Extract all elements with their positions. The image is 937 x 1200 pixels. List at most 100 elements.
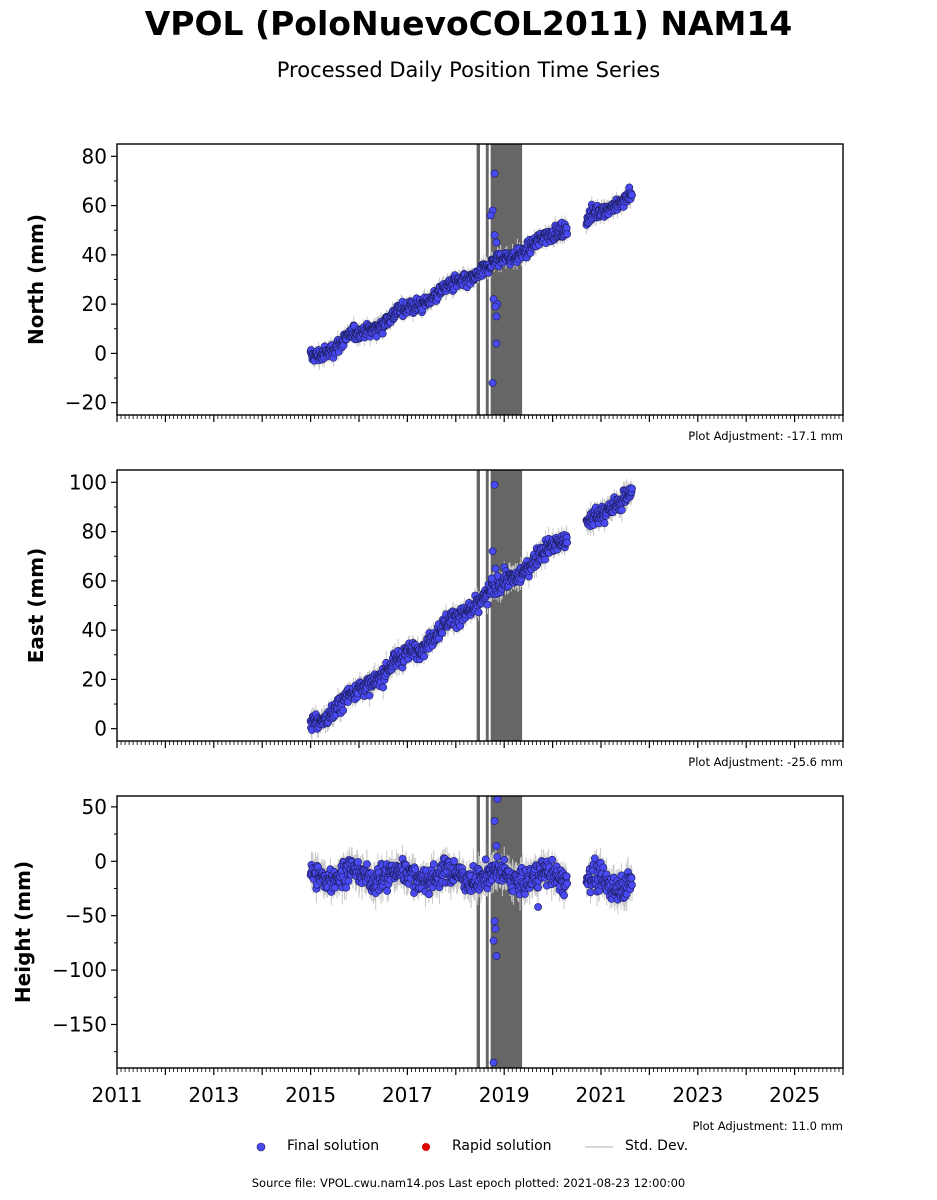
offset-band xyxy=(485,796,489,1068)
data-point xyxy=(342,883,351,892)
plot-adjustment-label: Plot Adjustment: 11.0 mm xyxy=(692,1119,843,1133)
offset-bands xyxy=(476,796,523,1068)
data-point xyxy=(563,879,572,888)
legend-final-label: Final solution xyxy=(287,1138,380,1154)
data-point xyxy=(379,683,388,692)
y-tick-label: −20 xyxy=(65,391,107,415)
std-dev-bars xyxy=(310,797,633,1065)
panel-1: −20 0 20 40 60 80 North (mm) Plot Adjustment: -… xyxy=(24,143,844,443)
data-point xyxy=(450,857,458,865)
y-tick-label: 40 xyxy=(82,243,107,267)
y-tick-label: 80 xyxy=(82,520,107,544)
y-tick-label: 20 xyxy=(82,292,107,316)
data-point xyxy=(378,329,387,338)
legend-std-label: Std. Dev. xyxy=(625,1138,689,1154)
y-tick-label: 0 xyxy=(94,341,107,365)
data-point xyxy=(474,608,483,617)
x-tick-label: 2013 xyxy=(188,1083,239,1107)
data-point xyxy=(590,854,599,863)
data-point xyxy=(488,547,497,556)
data-point xyxy=(363,860,371,869)
data-point xyxy=(534,883,542,892)
data-point xyxy=(486,211,495,220)
x-tick-label: 2015 xyxy=(285,1083,336,1107)
offset-band xyxy=(490,470,523,741)
data-point xyxy=(490,169,499,178)
data-point xyxy=(586,888,595,897)
data-point xyxy=(628,881,636,889)
legend-rapid-label: Rapid solution xyxy=(452,1138,552,1154)
data-point xyxy=(492,312,501,321)
legend-final-marker xyxy=(256,1142,266,1152)
data-point xyxy=(548,855,557,864)
y-axis-label: Height (mm) xyxy=(11,861,35,1003)
x-tick-label: 2017 xyxy=(382,1083,433,1107)
data-point xyxy=(483,600,492,609)
y-tick-label: −50 xyxy=(65,904,107,928)
x-tick-label: 2021 xyxy=(576,1083,627,1107)
x-tick-label: 2011 xyxy=(92,1083,143,1107)
final-solution-points xyxy=(306,169,636,387)
data-point xyxy=(492,339,501,348)
y-tick-label: 60 xyxy=(82,569,107,593)
offset-band xyxy=(490,144,523,415)
y-axis-label: East (mm) xyxy=(24,548,48,664)
data-point xyxy=(491,302,500,311)
offset-band xyxy=(476,796,480,1068)
data-point xyxy=(627,874,636,882)
data-point xyxy=(488,379,497,387)
y-axis-label: North (mm) xyxy=(24,214,48,345)
final-solution-points xyxy=(306,480,636,734)
data-point xyxy=(429,860,438,869)
y-tick-label: −100 xyxy=(52,958,107,982)
data-point xyxy=(563,230,572,238)
plot-adjustment-label: Plot Adjustment: -25.6 mm xyxy=(688,755,843,769)
y-tick-label: 100 xyxy=(69,470,107,494)
data-point xyxy=(541,555,550,564)
data-point xyxy=(599,863,608,872)
y-tick-label: 60 xyxy=(82,194,107,218)
data-point xyxy=(491,924,500,933)
legend xyxy=(256,1142,613,1152)
data-point xyxy=(617,506,626,515)
final-solution-points xyxy=(306,795,636,1067)
data-point xyxy=(481,855,490,864)
data-point xyxy=(354,858,363,866)
y-tick-label: 40 xyxy=(82,618,107,642)
y-tick-label: 20 xyxy=(82,667,107,691)
data-point xyxy=(490,817,499,825)
figure-subtitle: Processed Daily Position Time Series xyxy=(276,58,661,82)
data-point xyxy=(492,238,501,247)
data-point xyxy=(560,891,568,900)
x-tick-label: 2019 xyxy=(479,1083,530,1107)
data-point xyxy=(489,936,498,945)
data-point xyxy=(425,890,433,899)
data-point xyxy=(563,538,572,547)
data-point xyxy=(490,917,499,926)
data-point xyxy=(493,853,502,861)
data-point xyxy=(562,872,571,881)
data-point xyxy=(491,564,500,573)
data-point xyxy=(628,484,636,493)
data-point xyxy=(493,795,502,804)
panel-2: 0 20 40 60 80 100 East (mm) Plot Adjustment: -2… xyxy=(24,469,844,769)
source-footer: Source file: VPOL.cwu.nam14.pos Last epo… xyxy=(251,1176,686,1190)
data-point xyxy=(411,865,420,874)
legend-rapid-marker xyxy=(422,1143,430,1151)
y-tick-label: 50 xyxy=(82,795,107,819)
data-point xyxy=(487,574,496,583)
data-point xyxy=(438,629,447,637)
data-point xyxy=(490,480,499,489)
data-point xyxy=(492,842,501,850)
y-tick-label: −150 xyxy=(52,1012,107,1036)
data-point xyxy=(628,191,636,199)
data-point xyxy=(420,652,429,661)
data-point xyxy=(500,855,509,864)
data-point xyxy=(339,706,348,715)
data-point xyxy=(365,691,374,700)
figure-title: VPOL (PoloNuevoCOL2011) NAM14 xyxy=(144,4,793,43)
data-point xyxy=(383,887,392,895)
data-point xyxy=(492,952,501,960)
data-point xyxy=(534,903,542,911)
panel-3: −150 −100 −50 0 50 2011 2013 2015 2017 2019 2021 20… xyxy=(11,795,844,1133)
